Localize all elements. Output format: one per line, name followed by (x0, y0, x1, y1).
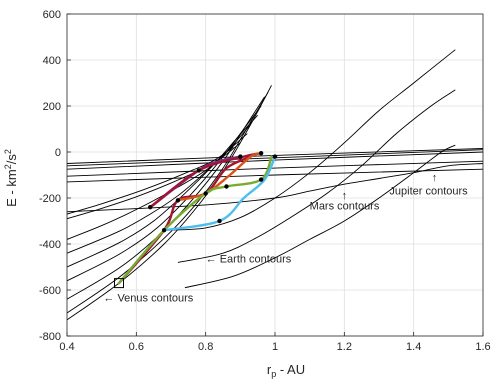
encounter-point-marker (196, 168, 201, 173)
x-tick-label: 1.4 (406, 341, 421, 353)
trajectory-line (176, 152, 263, 202)
encounter-point-marker (238, 154, 243, 159)
annotation-arrow-icon: ↑ (432, 172, 438, 184)
y-tick-label: 0 (55, 147, 61, 159)
mars-contour-line (67, 160, 483, 177)
venus-contour-line (67, 91, 269, 314)
x-tick-label: 0.6 (129, 341, 144, 353)
annotation-layer: ← Venus contours ← Earth contours Mars con… (103, 172, 468, 305)
encounter-point-marker (272, 154, 278, 159)
y-tick-label: 600 (43, 9, 61, 21)
venus-contour-line (67, 142, 241, 220)
y-axis-label: E - km2/s2 (3, 149, 19, 207)
earth-contour-line (177, 89, 456, 263)
tick-layer: 0.4 0.6 0.8 1 1.2 1.4 1.6 -800 -600 -400 -200 0 200 4… (39, 9, 491, 353)
mars-contour-line (67, 168, 483, 183)
trajectory-line (162, 155, 277, 232)
venus-contour-line (67, 105, 262, 282)
marker-layer (114, 150, 278, 289)
y-tick-label: 400 (43, 55, 61, 67)
venus-contour-line (67, 114, 259, 268)
annotation-arrow-icon: ↑ (342, 190, 348, 202)
earth-contour-line (167, 49, 456, 231)
encounter-point-marker (161, 228, 167, 233)
encounter-point-marker (217, 218, 222, 224)
x-tick-label: 0.4 (59, 341, 74, 353)
x-tick-label: 1 (272, 341, 278, 353)
x-axis-label: rp - AU (267, 362, 305, 379)
y-tick-label: 200 (43, 101, 61, 113)
encounter-point-marker (258, 150, 264, 156)
annotation-label: ← Venus contours (103, 293, 193, 305)
y-tick-label: -400 (39, 239, 61, 251)
earth-contour-line (184, 144, 456, 289)
x-tick-label: 1.6 (475, 341, 490, 353)
encounter-point-marker (258, 177, 264, 182)
y-tick-label: -200 (39, 193, 61, 205)
encounter-point-marker (175, 198, 181, 203)
annotation-label: Mars contours (310, 201, 380, 213)
mars-contour-line (67, 151, 483, 170)
venus-contour-line (67, 147, 234, 215)
x-tick-label: 1.2 (337, 341, 352, 353)
y-tick-label: -600 (39, 285, 61, 297)
jupiter-contour-line (67, 163, 483, 213)
x-tick-label: 0.8 (198, 341, 213, 353)
start-square-marker (114, 278, 124, 289)
annotation-label: ← Earth contours (206, 253, 292, 265)
encounter-point-marker (224, 184, 229, 189)
y-tick-label: -800 (39, 331, 61, 343)
encounter-point-marker (203, 191, 208, 196)
annotation-label: Jupiter contours (389, 186, 468, 198)
encounter-point-marker (148, 205, 153, 210)
